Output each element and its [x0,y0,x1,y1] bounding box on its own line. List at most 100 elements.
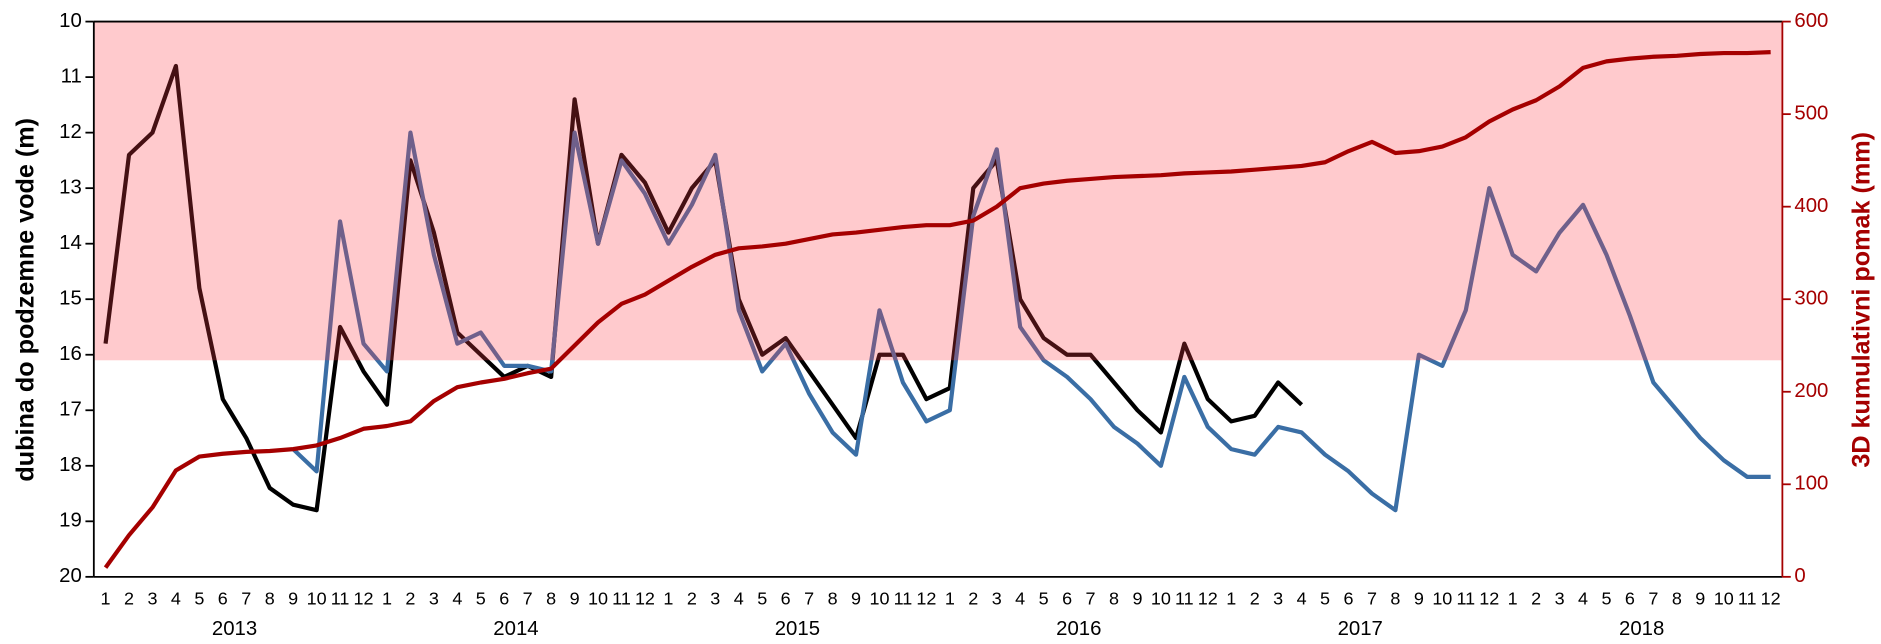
x-tick-label: 9 [851,588,861,608]
y-tick-label: 17 [59,399,82,421]
y-tick-label: 10 [59,10,82,32]
year-label: 2018 [1619,618,1664,640]
x-tick-label: 1 [382,588,392,608]
x-tick-label: 1 [1226,588,1236,608]
x-tick-label: 4 [1297,588,1307,608]
x-tick-label: 7 [804,588,814,608]
year-label: 2014 [493,618,538,640]
x-tick-label: 8 [546,588,556,608]
x-tick-label: 12 [1479,588,1499,608]
year-label: 2013 [212,618,257,640]
x-tick-label: 4 [452,588,462,608]
x-tick-label: 12 [1761,588,1781,608]
x-tick-label: 3 [992,588,1002,608]
x-tick-label: 6 [499,588,509,608]
x-tick-label: 4 [1015,588,1025,608]
x-tick-label: 5 [194,588,204,608]
y-tick-label: 11 [61,66,82,88]
x-tick-label: 11 [894,588,913,608]
x-tick-label: 10 [307,588,327,608]
y2-tick-label: 400 [1794,195,1828,217]
x-tick-label: 8 [828,588,838,608]
x-tick-label: 10 [588,588,608,608]
x-tick-label: 2 [405,588,415,608]
x-tick-label: 8 [1390,588,1400,608]
y-tick-label: 20 [59,565,82,587]
x-tick-label: 5 [1601,588,1611,608]
x-tick-label: 4 [171,588,181,608]
x-tick-label: 9 [1132,588,1142,608]
x-tick-label: 2 [124,588,134,608]
x-tick-label: 5 [1039,588,1049,608]
y2-tick-label: 0 [1794,565,1805,587]
x-tick-label: 11 [1738,588,1757,608]
x-tick-label: 1 [1508,588,1518,608]
shaded-band [93,21,1783,361]
x-tick-label: 12 [635,588,655,608]
year-label: 2015 [775,618,820,640]
x-tick-label: 10 [1432,588,1452,608]
x-tick-label: 8 [1672,588,1682,608]
x-tick-label: 9 [288,588,298,608]
x-tick-label: 12 [1198,588,1218,608]
y-tick-label: 13 [59,177,82,199]
x-tick-label: 4 [734,588,744,608]
x-tick-label: 10 [1151,588,1171,608]
x-tick-label: 3 [1555,588,1565,608]
x-tick-label: 7 [1648,588,1658,608]
x-tick-label: 6 [1625,588,1635,608]
x-tick-label: 3 [1273,588,1283,608]
y-tick-label: 19 [59,510,82,532]
y2-tick-label: 100 [1794,473,1828,495]
x-tick-label: 3 [710,588,720,608]
y2-tick-label: 500 [1794,103,1828,125]
x-tick-label: 6 [1344,588,1354,608]
y-tick-label: 16 [59,343,82,365]
y-tick-label: 15 [59,288,82,310]
x-tick-label: 2 [968,588,978,608]
series-line [103,63,1304,513]
x-tick-label: 6 [781,588,791,608]
series-line [291,130,1771,513]
x-tick-label: 9 [1695,588,1705,608]
x-tick-label: 6 [1062,588,1072,608]
y2-tick-label: 300 [1794,288,1828,310]
x-tick-label: 2 [1531,588,1541,608]
x-tick-label: 8 [265,588,275,608]
year-label: 2017 [1338,618,1383,640]
y-tick-label: 14 [59,232,82,254]
x-tick-label: 10 [1714,588,1734,608]
x-tick-label: 11 [612,588,631,608]
x-tick-label: 8 [1109,588,1119,608]
x-tick-label: 7 [1367,588,1377,608]
x-tick-label: 5 [757,588,767,608]
x-tick-label: 9 [570,588,580,608]
x-tick-label: 6 [218,588,228,608]
x-tick-label: 10 [869,588,889,608]
x-tick-label: 3 [429,588,439,608]
x-tick-label: 11 [331,588,350,608]
y2-tick-label: 200 [1794,380,1828,402]
y-tick-label: 18 [59,454,82,476]
year-label: 2016 [1056,618,1101,640]
y2-axis-title: 3D kumulativni pomak (mm) [1847,132,1875,468]
x-tick-label: 2 [687,588,697,608]
series-line [103,50,1771,569]
x-tick-label: 12 [354,588,374,608]
x-tick-label: 7 [241,588,251,608]
x-tick-label: 12 [916,588,936,608]
x-tick-label: 11 [1456,588,1475,608]
x-tick-label: 5 [476,588,486,608]
x-tick-label: 7 [523,588,533,608]
x-tick-label: 1 [663,588,673,608]
x-tick-label: 4 [1578,588,1588,608]
x-tick-label: 3 [147,588,157,608]
y2-tick-label: 600 [1794,10,1828,32]
x-tick-label: 1 [101,588,111,608]
x-tick-label: 11 [1175,588,1194,608]
x-tick-label: 9 [1414,588,1424,608]
x-tick-label: 1 [945,588,955,608]
y-axis-title: dubina do podzemne vode (m) [11,118,39,482]
x-tick-label: 5 [1320,588,1330,608]
